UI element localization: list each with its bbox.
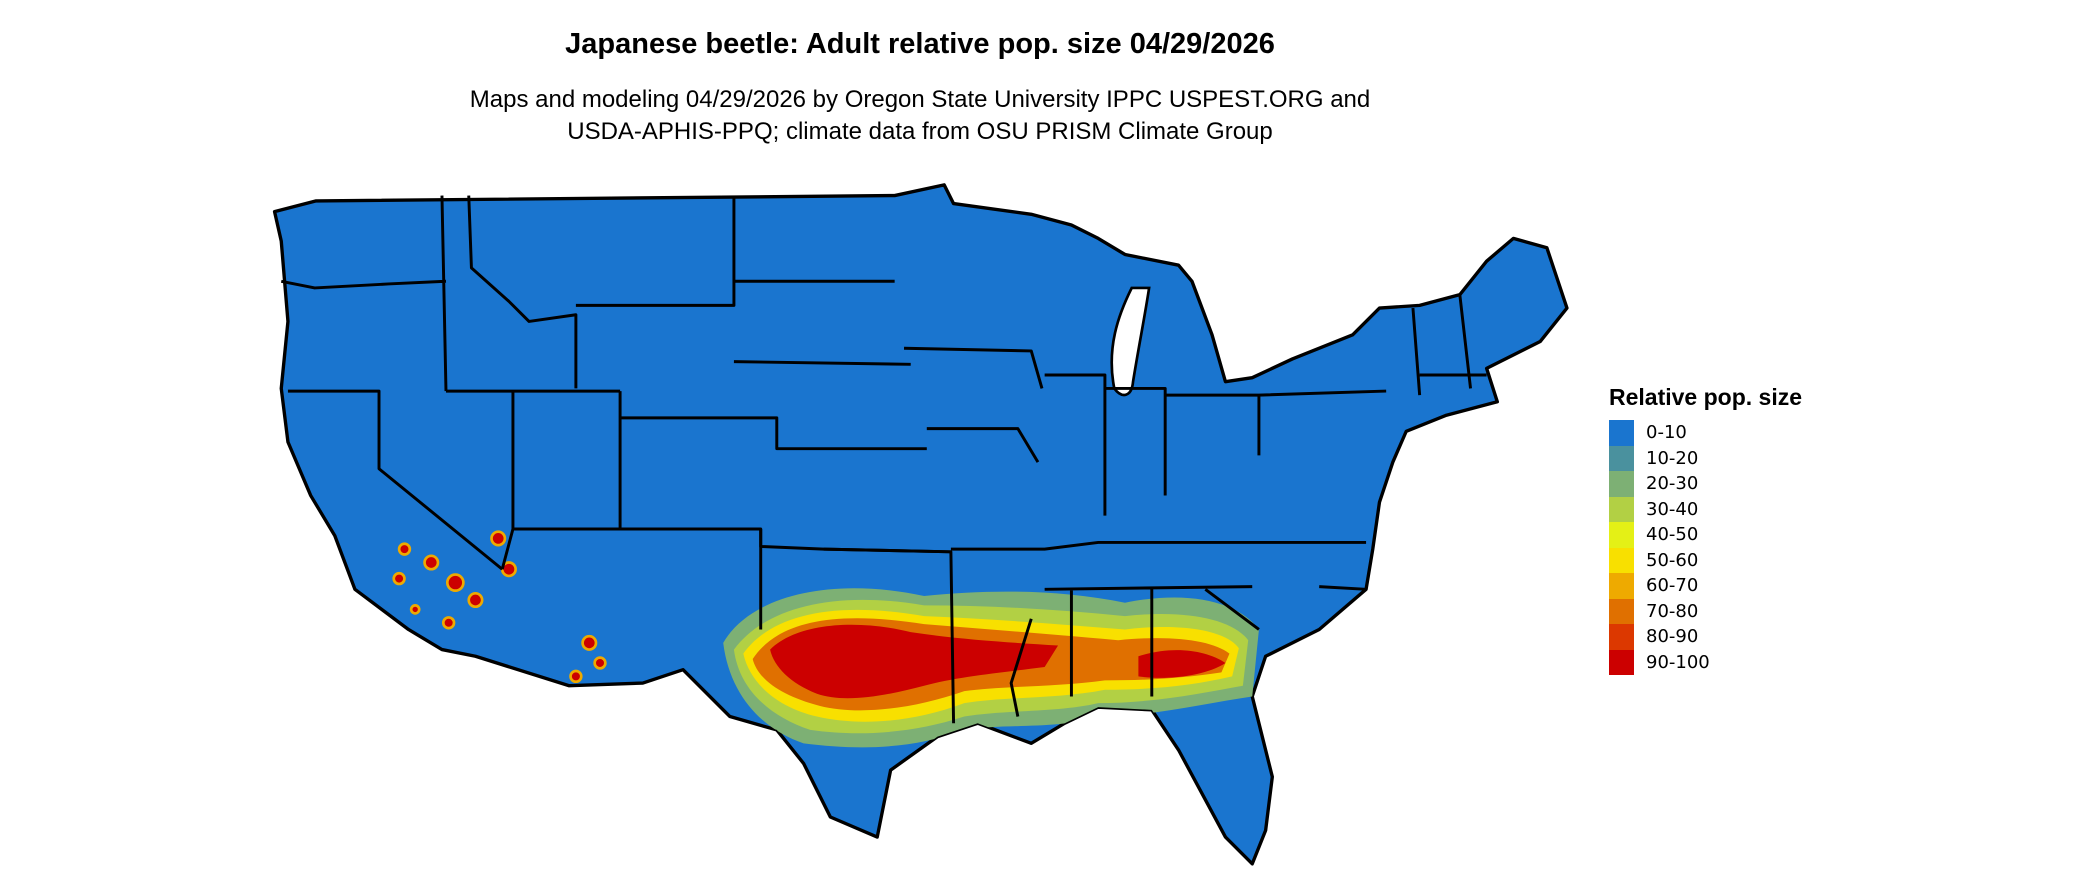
- legend-swatch: [1609, 420, 1634, 446]
- legend-item: 40-50: [1609, 522, 1802, 548]
- legend-swatch: [1609, 624, 1634, 650]
- subtitle-line-1: Maps and modeling 04/29/2026 by Oregon S…: [469, 86, 1371, 113]
- lake-michigan: [1110, 286, 1151, 397]
- legend-swatch: [1609, 522, 1634, 548]
- legend-label: 60-70: [1646, 575, 1699, 597]
- legend-item: 60-70: [1609, 573, 1802, 599]
- legend-swatch: [1609, 649, 1634, 675]
- legend-label: 30-40: [1646, 498, 1699, 520]
- legend-swatch: [1609, 573, 1634, 599]
- legend-label: 80-90: [1646, 626, 1699, 648]
- legend-item: 30-40: [1609, 496, 1802, 522]
- legend-label: 40-50: [1646, 524, 1699, 546]
- legend: Relative pop. size 0-10 10-20 20-30 30-40 40…: [1609, 384, 1802, 675]
- legend-item: 70-80: [1609, 598, 1802, 624]
- zone-90-100: [770, 624, 1226, 699]
- conus-landmass: [272, 183, 1569, 866]
- map-title: Japanese beetle: Adult relative pop. siz…: [565, 28, 1275, 60]
- legend-swatch: [1609, 496, 1634, 522]
- legend-label: 50-60: [1646, 549, 1699, 571]
- legend-label: 0-10: [1646, 422, 1687, 444]
- legend-swatch: [1609, 598, 1634, 624]
- subtitle-line-2: USDA-APHIS-PPQ; climate data from OSU PR…: [567, 118, 1273, 145]
- legend-item: 80-90: [1609, 624, 1802, 650]
- legend-swatch: [1609, 471, 1634, 497]
- legend-label: 90-100: [1646, 651, 1710, 673]
- risk-overlay: [392, 530, 1259, 748]
- legend-label: 20-30: [1646, 473, 1699, 495]
- legend-swatch: [1609, 445, 1634, 471]
- southwest-spots: [392, 530, 607, 684]
- legend-item: 0-10: [1609, 420, 1802, 446]
- legend-swatch: [1609, 547, 1634, 573]
- legend-item: 90-100: [1609, 649, 1802, 675]
- state-borders: [280, 195, 1487, 724]
- legend-item: 50-60: [1609, 547, 1802, 573]
- legend-label: 70-80: [1646, 600, 1699, 622]
- legend-title: Relative pop. size: [1609, 384, 1803, 410]
- legend-item: 10-20: [1609, 445, 1802, 471]
- map-subtitle: Maps and modeling 04/29/2026 by Oregon S…: [0, 84, 1840, 148]
- legend-item: 20-30: [1609, 471, 1802, 497]
- legend-label: 10-20: [1646, 447, 1699, 469]
